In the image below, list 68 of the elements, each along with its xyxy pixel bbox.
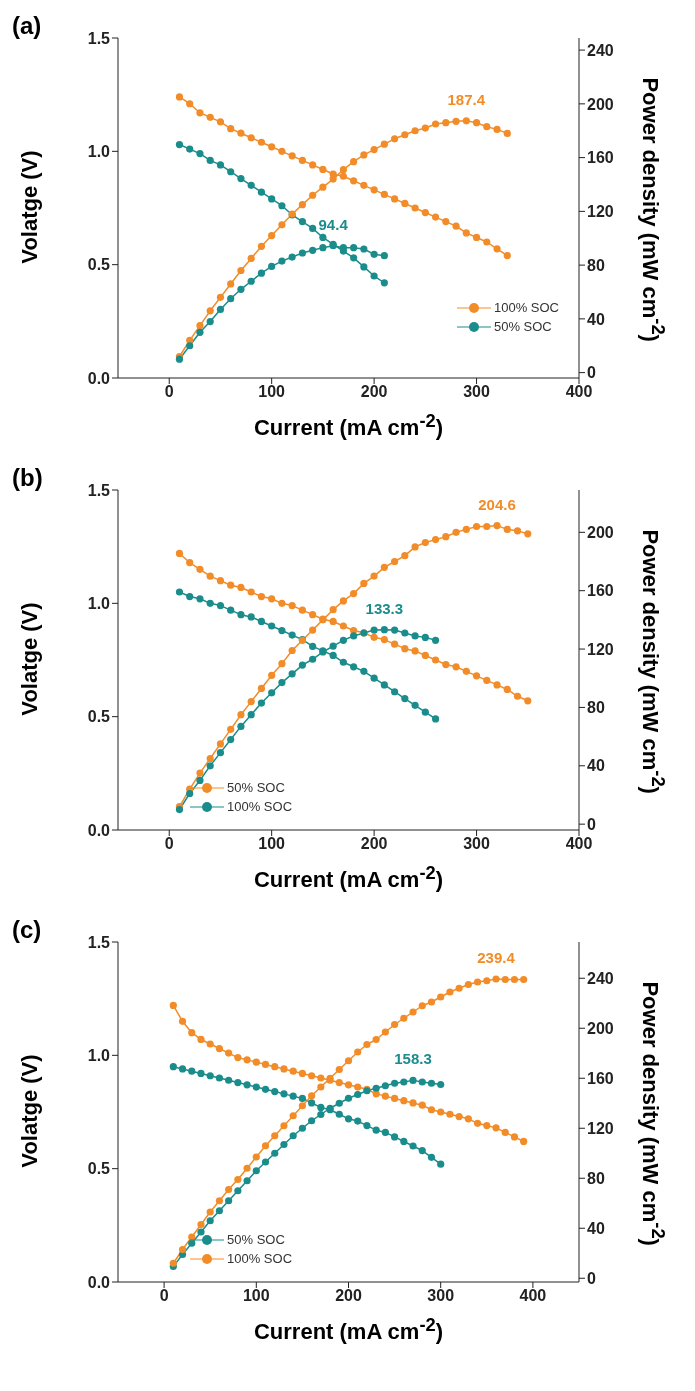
y-axis-title: Volatge (V) [17,601,43,718]
x-tick-label: 0 [164,383,174,401]
y-tick-label: 1.5 [87,481,111,499]
y-axis-title: Volatge (V) [17,1053,43,1170]
y2-tick-label: 0 [587,364,596,382]
y-tick-label: 0.5 [87,256,111,274]
y-tick-label: 1.5 [87,29,111,47]
annotation: 133.3 [365,599,404,617]
chart-title: (b) [12,464,43,492]
legend-label: 50% SOC [227,780,285,795]
y2-tick-label: 0 [587,815,596,833]
y-tick-label: 1.0 [87,1047,111,1065]
x-tick-label: 0 [159,1287,169,1305]
y2-tick-label: 80 [587,699,605,717]
x-tick-label: 300 [463,835,490,853]
y2-tick-label: 40 [587,757,605,775]
x-tick-label: 400 [565,383,593,401]
annotation: 94.4 [318,215,349,233]
y2-tick-label: 160 [587,1069,614,1087]
y-tick-label: 0.0 [87,1273,111,1291]
x-axis-title: Current (mA cm$^{-2}$) [252,1314,445,1346]
y2-tick-label: 200 [587,524,614,541]
x-tick-label: 300 [427,1287,455,1305]
y2-tick-label: 80 [587,1169,605,1187]
x-tick-label: 300 [463,383,490,401]
x-tick-label: 400 [565,835,593,853]
y2-tick-label: 40 [587,310,605,328]
x-tick-label: 100 [258,383,286,401]
legend-label: 50% SOC [227,1232,285,1247]
y-tick-label: 0.0 [87,821,111,839]
y2-tick-label: 80 [587,256,605,274]
y2-tick-label: 120 [587,203,614,221]
y2-tick-label: 120 [587,1119,614,1137]
annotation: 204.6 [478,495,516,513]
y2-tick-label: 160 [587,149,614,167]
y2-tick-label: 200 [587,1019,614,1037]
y2-tick-label: 160 [587,582,614,600]
legend-label: 100% SOC [493,300,559,315]
y2-tick-label: 200 [587,95,614,113]
x-axis-title: Current (mA cm$^{-2}$) [252,410,445,442]
annotation: 158.3 [394,1050,432,1068]
x-tick-label: 400 [519,1287,547,1305]
x-tick-label: 100 [258,835,286,853]
y-axis-title: Volatge (V) [17,149,43,266]
legend-label: 100% SOC [227,799,293,814]
x-axis-title: Current (mA cm$^{-2}$) [252,862,445,894]
annotation: 187.4 [447,90,486,108]
x-tick-label: 200 [335,1287,362,1305]
legend-label: 50% SOC [493,319,552,334]
y-tick-label: 1.0 [87,595,111,613]
annotation: 239.4 [477,949,516,966]
y2-tick-label: 240 [587,41,614,59]
chart-title: (a) [12,12,42,40]
y-tick-label: 0.0 [87,369,111,387]
chart-title: (c) [12,916,42,944]
y2-tick-label: 240 [587,969,614,987]
y-tick-label: 0.5 [87,1160,111,1178]
x-tick-label: 100 [242,1287,270,1305]
y-tick-label: 0.5 [87,708,111,726]
y2-tick-label: 40 [587,1219,605,1237]
x-tick-label: 200 [360,383,388,401]
y-tick-label: 1.5 [87,933,111,951]
y2-tick-label: 0 [587,1269,596,1287]
legend-label: 100% SOC [227,1251,293,1266]
x-tick-label: 200 [360,835,388,853]
y-tick-label: 1.0 [87,143,111,161]
y2-tick-label: 120 [587,640,614,658]
x-tick-label: 0 [164,835,174,853]
